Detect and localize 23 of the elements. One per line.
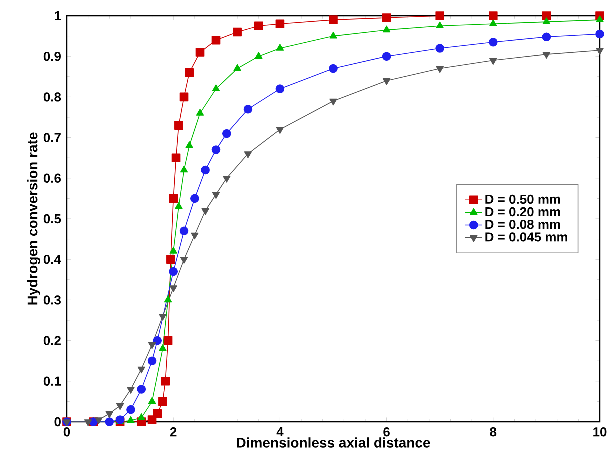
y-tick-label: 0.9 xyxy=(44,52,61,62)
y-tick-label: 0 xyxy=(54,417,61,427)
y-tick-label: 0.2 xyxy=(44,336,61,346)
x-tick-label: 0 xyxy=(64,428,70,437)
y-tick-label: 0.6 xyxy=(44,174,61,183)
y-tick-label: 0.1 xyxy=(44,376,62,386)
x-tick-label: 4 xyxy=(276,428,284,436)
legend-label: D = 0.50 mm xyxy=(486,194,560,204)
y-tick-label: 1 xyxy=(55,12,62,20)
y-tick-label: 0.5 xyxy=(44,214,62,224)
x-tick-label: 2 xyxy=(170,428,177,437)
legend-label: D = 0.20 mm xyxy=(486,207,560,217)
y-tick-label: 0.8 xyxy=(44,92,62,102)
x-tick-label: 8 xyxy=(490,428,497,437)
y-tick-label: 0.4 xyxy=(44,254,62,264)
legend-label: D = 0.08 mm xyxy=(486,220,560,230)
x-tick-label: 10 xyxy=(594,428,607,437)
x-axis-title: Dimensionless axial distance xyxy=(237,438,430,448)
y-tick-label: 0.3 xyxy=(44,296,61,305)
y-tick-label: 0.7 xyxy=(44,133,61,142)
y-axis-title: Hydrogen conversion rate xyxy=(27,132,41,305)
legend-label: D = 0.045 mm xyxy=(486,232,568,242)
x-tick-label: 6 xyxy=(384,428,390,437)
